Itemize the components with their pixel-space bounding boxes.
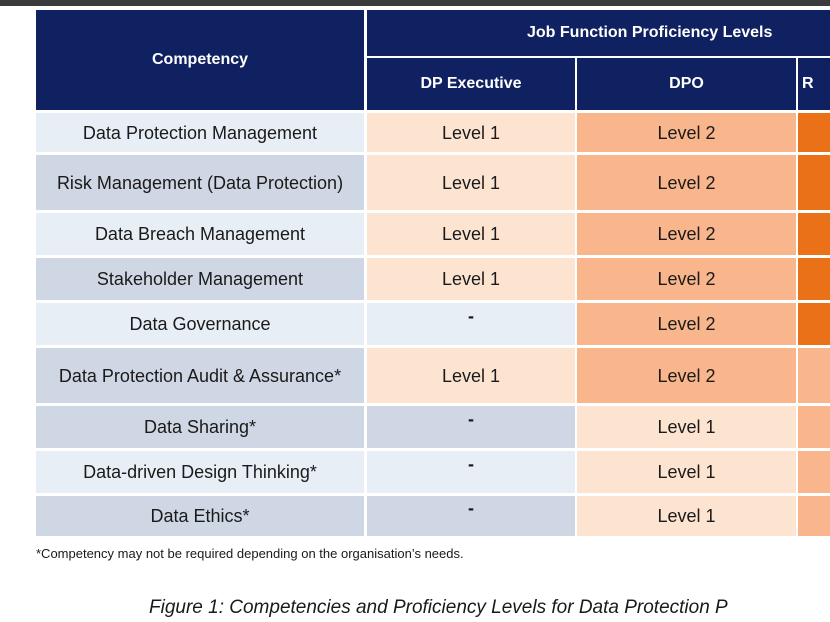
competency-table: Competency Job Function Proficiency Leve… [36, 10, 830, 536]
row-third-level-cell [798, 345, 830, 403]
row-third-level-cell [798, 403, 830, 448]
table-row: Data Protection Audit & Assurance* Level… [36, 345, 830, 403]
row-dp-executive-level: - [367, 403, 577, 448]
row-third-level-cell [798, 110, 830, 152]
empty-dash: - [468, 409, 474, 429]
row-competency: Data Protection Management [36, 110, 367, 152]
row-competency: Data Sharing* [36, 403, 367, 448]
empty-dash: - [468, 498, 474, 518]
header-dp-executive: DP Executive [367, 58, 577, 110]
header-job-function-proficiency: Job Function Proficiency Levels [367, 10, 830, 58]
row-dp-executive-level: - [367, 493, 577, 536]
row-competency: Data-driven Design Thinking* [36, 448, 367, 493]
row-third-level-cell [798, 493, 830, 536]
row-dpo-level: Level 1 [577, 448, 798, 493]
row-dpo-level: Level 1 [577, 493, 798, 536]
row-competency: Data Ethics* [36, 493, 367, 536]
row-dp-executive-level: Level 1 [367, 152, 577, 210]
table-row: Data Ethics* - Level 1 [36, 493, 830, 536]
row-dp-executive-level: Level 1 [367, 255, 577, 300]
figure-caption: Figure 1: Competencies and Proficiency L… [149, 597, 728, 618]
row-third-level-cell [798, 255, 830, 300]
row-dp-executive-level: Level 1 [367, 210, 577, 255]
table-row: Data Breach Management Level 1 Level 2 [36, 210, 830, 255]
table-row: Stakeholder Management Level 1 Level 2 [36, 255, 830, 300]
row-dpo-level: Level 2 [577, 210, 798, 255]
table-row: Data-driven Design Thinking* - Level 1 [36, 448, 830, 493]
header-competency: Competency [36, 10, 367, 110]
row-dpo-level: Level 1 [577, 403, 798, 448]
table-row: Data Protection Management Level 1 Level… [36, 110, 830, 152]
top-border [0, 0, 830, 6]
row-competency: Data Governance [36, 300, 367, 345]
row-third-level-cell [798, 210, 830, 255]
footnote: *Competency may not be required dependin… [36, 546, 464, 561]
header-third-column: R [798, 58, 830, 110]
empty-dash: - [468, 306, 474, 326]
row-dp-executive-level: - [367, 300, 577, 345]
row-third-level-cell [798, 300, 830, 345]
header-dpo: DPO [577, 58, 798, 110]
table-row: Data Sharing* - Level 1 [36, 403, 830, 448]
row-competency: Data Protection Audit & Assurance* [36, 345, 367, 403]
row-competency: Risk Management (Data Protection) [36, 152, 367, 210]
row-third-level-cell [798, 152, 830, 210]
row-dpo-level: Level 2 [577, 255, 798, 300]
row-dpo-level: Level 2 [577, 345, 798, 403]
row-dpo-level: Level 2 [577, 110, 798, 152]
row-dp-executive-level: Level 1 [367, 110, 577, 152]
row-dpo-level: Level 2 [577, 300, 798, 345]
row-dp-executive-level: Level 1 [367, 345, 577, 403]
row-dpo-level: Level 2 [577, 152, 798, 210]
row-third-level-cell [798, 448, 830, 493]
row-competency: Data Breach Management [36, 210, 367, 255]
row-dp-executive-level: - [367, 448, 577, 493]
empty-dash: - [468, 454, 474, 474]
table-row: Risk Management (Data Protection) Level … [36, 152, 830, 210]
table-row: Data Governance - Level 2 [36, 300, 830, 345]
row-competency: Stakeholder Management [36, 255, 367, 300]
